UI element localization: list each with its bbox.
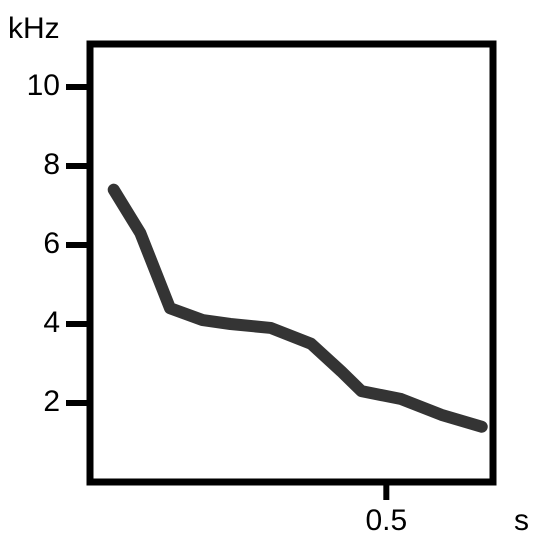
y-tick-label: 4 xyxy=(43,306,60,339)
y-tick-label: 8 xyxy=(43,148,60,181)
y-tick-label: 6 xyxy=(43,227,60,260)
y-tick-label: 2 xyxy=(43,385,60,418)
frequency-trace xyxy=(107,183,488,433)
y-tick-label: 10 xyxy=(27,69,60,102)
plot-frame xyxy=(86,40,497,486)
x-axis-label: s xyxy=(514,504,529,537)
x-tick-label: 0.5 xyxy=(365,504,407,537)
y-axis-label: kHz xyxy=(8,12,60,45)
